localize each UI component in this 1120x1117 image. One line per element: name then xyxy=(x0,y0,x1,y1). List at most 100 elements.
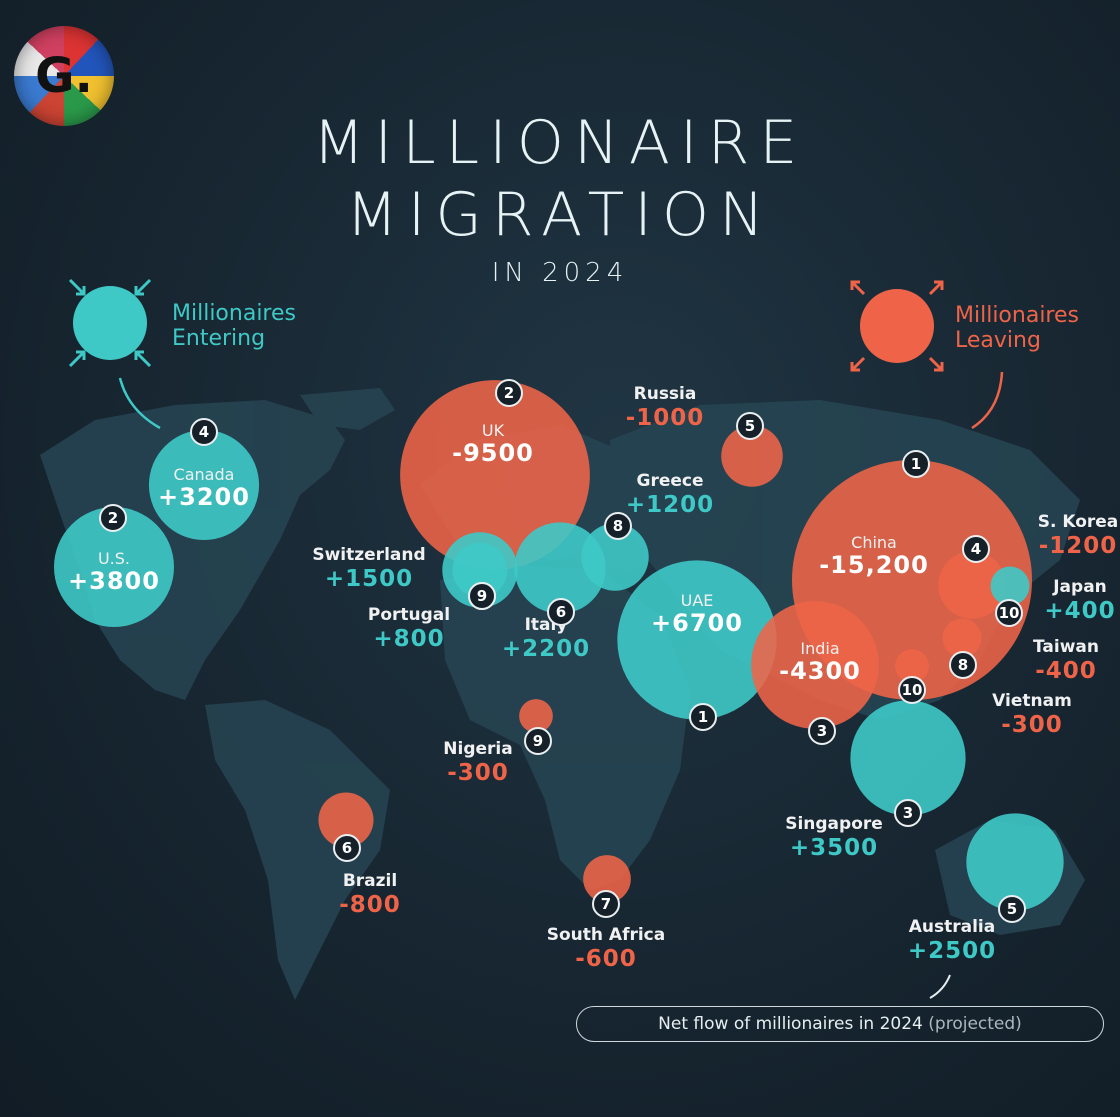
country-name: Singapore xyxy=(785,814,883,834)
country-name: Russia xyxy=(633,384,697,404)
label-russia: Russia -1000 xyxy=(626,384,705,431)
country-name: S. Korea xyxy=(1037,512,1119,532)
bubble-brazil xyxy=(318,792,374,848)
label-nigeria: Nigeria -300 xyxy=(443,739,513,786)
bubble-canada xyxy=(148,429,260,541)
footer-text: Net flow of millionaires in 2024 xyxy=(658,1014,923,1034)
rank-badge-uk: 2 xyxy=(495,379,523,407)
bubble-south-africa xyxy=(583,855,631,903)
label-canada: Canada +3200 xyxy=(158,465,250,512)
country-name: Australia xyxy=(908,917,996,937)
bubble-nigeria xyxy=(519,699,553,733)
bubble-russia xyxy=(721,425,783,487)
country-value: +2200 xyxy=(501,635,591,662)
country-name: Brazil xyxy=(342,871,398,891)
legend-leaving-label: Millionaires Leaving xyxy=(955,303,1079,353)
greenland-shape xyxy=(300,388,395,430)
country-name: UAE xyxy=(680,591,714,610)
country-name: India xyxy=(800,639,840,658)
brand-logo-letter: G. xyxy=(35,48,93,104)
bubbles-layer xyxy=(54,380,1064,911)
bubble-singapore xyxy=(850,700,966,816)
label-greece: Greece +1200 xyxy=(625,471,715,518)
country-value: +1200 xyxy=(625,491,715,518)
country-name: U.S. xyxy=(97,549,131,568)
rank-badge-portugal: 9 xyxy=(468,582,496,610)
curved-arrow-footer-icon xyxy=(929,974,951,999)
country-value: -9500 xyxy=(452,439,534,468)
country-value: -800 xyxy=(339,891,401,918)
label-india: India -4300 xyxy=(779,639,861,686)
country-value: -600 xyxy=(575,945,637,972)
bubble-greece xyxy=(581,523,649,591)
country-value: -400 xyxy=(1035,657,1097,684)
rank-badge-uae: 1 xyxy=(689,703,717,731)
country-name: UK xyxy=(481,421,505,440)
label-switzerland: Switzerland +1500 xyxy=(312,545,426,592)
country-value: +800 xyxy=(373,625,445,652)
bubble-taiwan xyxy=(942,618,982,658)
label-china: China -15,200 xyxy=(819,533,929,580)
curved-arrow-entering-icon xyxy=(118,377,161,430)
bubble-vietnam xyxy=(895,649,929,683)
rank-badge-south-africa: 7 xyxy=(592,890,620,918)
rank-badge-india: 3 xyxy=(808,717,836,745)
rank-badge-u-s: 2 xyxy=(99,504,127,532)
rank-badge-taiwan: 8 xyxy=(949,651,977,679)
country-name: Portugal xyxy=(367,605,451,625)
bubble-portugal xyxy=(452,542,508,598)
label-u-s: U.S. +3800 xyxy=(68,549,160,596)
country-value: +3500 xyxy=(789,834,879,861)
country-name: Japan xyxy=(1053,577,1107,597)
subtitle-year: IN 2024 xyxy=(491,258,629,288)
bubble-italy xyxy=(514,522,606,614)
rank-badge-australia: 5 xyxy=(998,895,1026,923)
label-uk: UK -9500 xyxy=(452,421,534,468)
country-value: +6700 xyxy=(651,609,743,638)
country-value: -15,200 xyxy=(819,551,929,580)
entering-legend-icon xyxy=(73,286,147,360)
rank-badge-greece: 8 xyxy=(604,512,632,540)
rank-badge-nigeria: 9 xyxy=(524,727,552,755)
country-name: South Africa xyxy=(546,925,666,945)
title-line-1: MILLIONAIRE xyxy=(312,108,808,178)
country-name: Canada xyxy=(173,465,235,484)
label-japan: Japan +400 xyxy=(1044,577,1115,624)
rank-badge-china: 1 xyxy=(902,450,930,478)
label-brazil: Brazil -800 xyxy=(339,871,401,918)
country-value: -1200 xyxy=(1038,532,1118,559)
bubble-uae xyxy=(617,560,777,720)
label-vietnam: Vietnam -300 xyxy=(992,691,1072,738)
bubble-india xyxy=(751,601,879,729)
brand-logo: G. xyxy=(14,26,114,126)
country-name: Taiwan xyxy=(1033,637,1099,657)
country-name: Greece xyxy=(636,471,704,491)
rank-badge-japan: 10 xyxy=(995,599,1023,627)
footer-note: (projected) xyxy=(928,1014,1022,1034)
footer-caption: Net flow of millionaires in 2024 (projec… xyxy=(576,1006,1104,1042)
country-name: Switzerland xyxy=(312,545,426,565)
label-portugal: Portugal +800 xyxy=(367,605,451,652)
label-singapore: Singapore +3500 xyxy=(785,814,883,861)
rank-badge-canada: 4 xyxy=(190,418,218,446)
country-name: Nigeria xyxy=(443,739,513,759)
title-line-2: MIGRATION xyxy=(345,180,775,250)
country-name: Italy xyxy=(524,615,568,635)
legend-entering-label: Millionaires Entering xyxy=(172,301,296,351)
country-value: -4300 xyxy=(779,657,861,686)
bubble-uk xyxy=(400,380,590,570)
bubble-u-s xyxy=(54,507,174,627)
south-america-shape xyxy=(205,700,390,1000)
label-s-korea: S. Korea -1200 xyxy=(1037,512,1119,559)
label-taiwan: Taiwan -400 xyxy=(1033,637,1099,684)
arrows-outward-icon xyxy=(850,280,944,372)
country-value: -300 xyxy=(1001,711,1063,738)
rank-badge-singapore: 3 xyxy=(894,799,922,827)
leaving-legend-icon xyxy=(860,289,934,363)
rank-badge-russia: 5 xyxy=(736,412,764,440)
country-name: Vietnam xyxy=(992,691,1072,711)
country-value: +1500 xyxy=(324,565,414,592)
curved-arrow-leaving-icon xyxy=(971,371,1004,430)
rank-badge-vietnam: 10 xyxy=(898,676,926,704)
rank-badge-s-korea: 4 xyxy=(962,535,990,563)
